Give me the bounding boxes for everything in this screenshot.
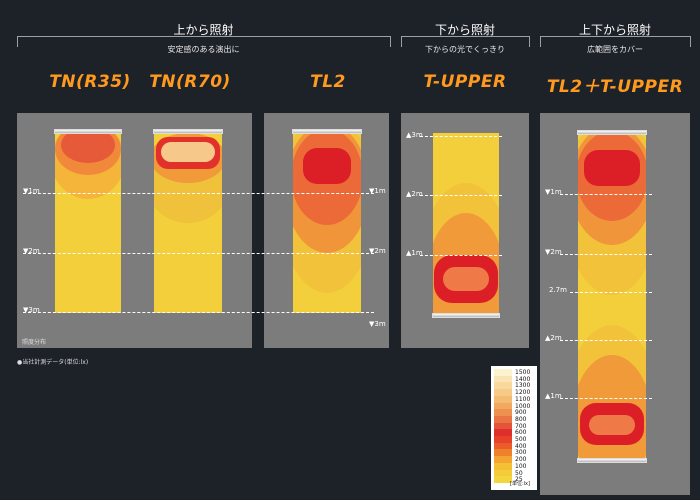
distance-line-3m: [23, 312, 374, 313]
field-t-upper: [433, 133, 499, 313]
legend-value: 1000: [515, 402, 531, 410]
heat-combined-top-core: [584, 150, 640, 186]
heat-combined-bottom-core: [589, 415, 635, 435]
legend-swatch: [494, 436, 512, 443]
top-lighting-bracket: [17, 36, 391, 47]
bottom-lighting-bracket: [401, 36, 530, 47]
legend-value: 500: [515, 436, 527, 443]
legend-value: 1400: [515, 375, 531, 383]
legend-swatch: [494, 382, 512, 390]
label-down-1m-left: ▼1m: [23, 187, 40, 195]
bottom-lighting-header: 下から照射: [434, 23, 495, 37]
heat-tn-r35-inner: [61, 133, 115, 163]
title-tl2-t-upper: TL2＋T-UPPER: [546, 77, 684, 97]
fixture-t-upper: [432, 313, 500, 318]
t-upper-line-1m: [420, 255, 502, 256]
legend-swatch: [494, 429, 512, 437]
legend-swatch: [494, 422, 512, 430]
title-tn-r35: TN(R35): [49, 72, 131, 92]
legend-value: 200: [515, 456, 527, 464]
legend-value: 300: [515, 449, 527, 457]
title-t-upper: T-UPPER: [423, 72, 507, 92]
bottom-lighting-subtitle: 下からの光でくっきり: [425, 45, 505, 54]
top-lighting-header: 上から照射: [173, 23, 234, 37]
legend-swatch: [494, 456, 512, 464]
heat-tl2-core: [303, 148, 351, 184]
fixture-tn-r35: [54, 129, 122, 134]
fixture-tl2: [292, 129, 362, 134]
legend-value: 900: [515, 409, 527, 417]
combined-line-down-1m: [560, 194, 652, 195]
legend-swatch: [494, 469, 512, 477]
label-up-1m-combined: ▲1m: [545, 392, 562, 400]
label-up-3m-t-upper: ▲3m: [406, 131, 423, 139]
legend-value: 1300: [515, 382, 531, 390]
combined-line-up-1m: [560, 398, 652, 399]
label-27m-combined: 2.7m: [549, 286, 567, 294]
legend-panel: 1500 1400 1300 1200 1100 1000 900 800 700 600 500 4…: [491, 366, 537, 490]
fixture-combined-bottom: [577, 458, 647, 463]
field-tl2: [293, 133, 361, 313]
label-down-2m-left: ▼2m: [23, 247, 40, 255]
both-lighting-subtitle: 広範囲をカバー: [587, 45, 643, 54]
legend-swatch: [494, 402, 512, 410]
label-down-3m-right: ▼3m: [369, 320, 386, 328]
legend-swatch: [494, 476, 512, 484]
label-down-1m-right: ▼1m: [369, 187, 386, 195]
legend-value: 700: [515, 422, 527, 430]
legend-value: 1200: [515, 389, 531, 397]
legend-swatch: [494, 462, 512, 470]
heat-t-upper-core: [443, 267, 489, 291]
legend-value: 800: [515, 415, 527, 423]
label-down-1m-combined: ▼1m: [545, 188, 562, 196]
legend-swatch: [494, 389, 512, 397]
title-tn-r70: TN(R70): [149, 72, 231, 92]
company-data-note: ●当社計測データ(単位:lx): [17, 359, 89, 366]
t-upper-line-2m: [420, 195, 502, 196]
legend-value: 400: [515, 442, 527, 450]
both-lighting-bracket: [540, 36, 691, 47]
label-up-2m-combined: ▲2m: [545, 334, 562, 342]
label-down-2m-combined: ▼2m: [545, 248, 562, 256]
legend-swatch: [494, 395, 512, 403]
field-tl2-t-upper: [578, 135, 646, 458]
title-tl2: TL2: [310, 72, 346, 92]
distance-line-2m: [23, 253, 374, 254]
legend-swatch: [494, 409, 512, 417]
legend-value: 1100: [515, 395, 531, 403]
field-tn-r35: [55, 133, 121, 313]
field-tn-r70: [154, 133, 222, 313]
legend-value: 1500: [515, 369, 531, 376]
legend-swatch: [494, 442, 512, 450]
legend-value: 25: [515, 476, 523, 484]
legend-value: 100: [515, 462, 527, 470]
fixture-combined-top: [577, 130, 647, 135]
label-down-3m-left: ▼3m: [23, 306, 40, 314]
label-up-1m-t-upper: ▲1m: [406, 249, 423, 257]
label-down-2m-right: ▼2m: [369, 247, 386, 255]
legend-value: 600: [515, 429, 527, 437]
label-up-2m-t-upper: ▲2m: [406, 190, 423, 198]
combined-line-up-2m: [560, 340, 652, 341]
legend-value: 50: [515, 469, 523, 477]
top-lighting-subtitle: 安定感のある演出に: [167, 45, 240, 54]
legend-swatch: [494, 369, 512, 376]
legend-unit: [単位:lx]: [510, 481, 530, 487]
legend-swatch: [494, 415, 512, 423]
t-upper-line-3m: [420, 136, 502, 137]
illuminance-dist-note: 照度分布: [22, 339, 47, 346]
legend-swatch: [494, 449, 512, 457]
both-lighting-header: 上下から照射: [578, 23, 651, 37]
fixture-tn-r70: [153, 129, 223, 134]
combined-line-down-2m: [560, 254, 652, 255]
legend-swatch: [494, 375, 512, 383]
heat-tn-r70-core: [161, 142, 215, 162]
distance-line-1m: [23, 193, 374, 194]
combined-line-27m: [570, 292, 652, 293]
